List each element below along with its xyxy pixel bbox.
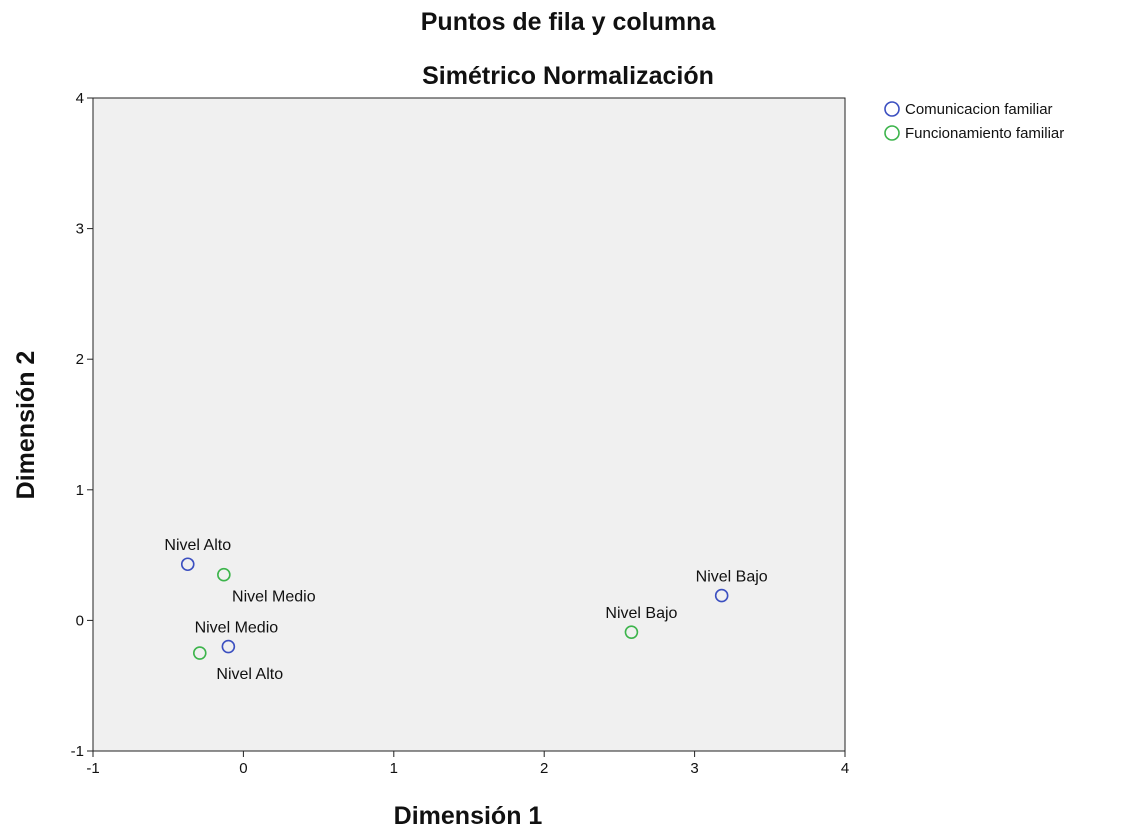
- legend-entry-label: Funcionamiento familiar: [905, 125, 1064, 142]
- data-point-label: Nivel Alto: [164, 537, 231, 554]
- data-point-marker: [624, 625, 639, 639]
- x-tick-label: 3: [690, 760, 698, 777]
- y-tick-label: 2: [76, 351, 84, 368]
- data-point-label: Nivel Medio: [232, 589, 316, 606]
- data-point-label: Nivel Bajo: [696, 569, 768, 586]
- y-tick-label: 1: [76, 482, 84, 499]
- point-labels: Nivel Alto Nivel Medio Nivel Bajo Nivel Med…: [164, 537, 767, 683]
- x-tick-label: 2: [540, 760, 548, 777]
- data-point-marker: [714, 588, 729, 603]
- chart-title: Puntos de fila y columna: [421, 8, 717, 36]
- y-tick-label: 4: [76, 90, 84, 107]
- legend-entry-label: Comunicacion familiar: [905, 101, 1053, 118]
- x-tick-label: 0: [239, 760, 247, 777]
- chart-subtitle: Simétrico Normalización: [422, 62, 714, 90]
- y-axis: -1 0 1 2 3 4: [71, 90, 93, 760]
- x-axis: -1 0 1 2 3 4: [86, 751, 849, 777]
- x-tick-label: 4: [841, 760, 849, 777]
- data-points: [180, 557, 729, 660]
- y-tick-label: 3: [76, 221, 84, 238]
- data-point-label: Nivel Bajo: [605, 605, 677, 622]
- data-point-label: Nivel Medio: [195, 620, 279, 637]
- data-point-label: Nivel Alto: [216, 666, 283, 683]
- legend-marker: [884, 125, 900, 141]
- y-axis-label: Dimensión 2: [12, 351, 40, 500]
- data-point-marker: [221, 639, 236, 654]
- data-point-marker: [217, 567, 231, 582]
- x-tick-label: 1: [390, 760, 398, 777]
- x-axis-label: Dimensión 1: [394, 802, 543, 829]
- legend-marker: [884, 101, 900, 117]
- plot-area: [92, 97, 846, 752]
- data-point-marker: [180, 557, 195, 572]
- data-point-marker: [192, 646, 207, 660]
- y-tick-label: 0: [76, 612, 84, 629]
- x-tick-label: -1: [86, 760, 99, 777]
- legend: Comunicacion familiar Funcionamiento fami…: [884, 101, 1064, 142]
- y-tick-label: -1: [71, 743, 84, 760]
